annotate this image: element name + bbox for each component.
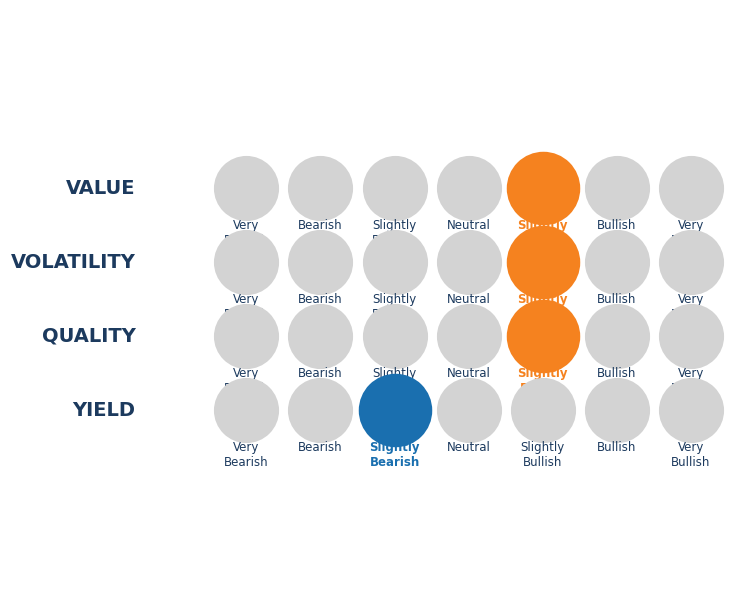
Text: QUALITY: QUALITY	[41, 327, 136, 346]
Point	[241, 183, 253, 193]
Point	[685, 332, 697, 341]
Point	[611, 183, 623, 193]
Point	[241, 258, 253, 267]
Text: Bearish: Bearish	[298, 293, 343, 306]
Point	[685, 405, 697, 415]
Text: Slightly
Bearish: Slightly Bearish	[372, 219, 417, 247]
Text: Slightly
Bullish: Slightly Bullish	[517, 219, 568, 247]
Text: Very
Bearish: Very Bearish	[224, 441, 268, 469]
Point	[611, 332, 623, 341]
Point	[462, 405, 474, 415]
Text: YIELD: YIELD	[72, 401, 136, 420]
Text: Bearish: Bearish	[298, 441, 343, 454]
Point	[611, 405, 623, 415]
Point	[462, 258, 474, 267]
Text: VALUE: VALUE	[66, 178, 136, 197]
Text: Bearish: Bearish	[298, 367, 343, 380]
Text: Slightly
Bearish: Slightly Bearish	[372, 293, 417, 322]
Text: Bullish: Bullish	[597, 441, 636, 454]
Text: Bullish: Bullish	[597, 367, 636, 380]
Text: Very
Bearish: Very Bearish	[224, 219, 268, 247]
Text: Bearish: Bearish	[298, 219, 343, 232]
Text: Very
Bearish: Very Bearish	[224, 367, 268, 395]
Text: Bullish: Bullish	[597, 219, 636, 232]
Point	[537, 183, 549, 193]
Text: Slightly
Bullish: Slightly Bullish	[517, 367, 568, 395]
Point	[685, 183, 697, 193]
Text: Slightly
Bullish: Slightly Bullish	[520, 441, 565, 469]
Point	[241, 332, 253, 341]
Point	[611, 258, 623, 267]
Point	[537, 405, 549, 415]
Point	[314, 258, 326, 267]
Point	[388, 405, 400, 415]
Point	[241, 405, 253, 415]
Point	[314, 405, 326, 415]
Text: VOLATILITY: VOLATILITY	[11, 253, 136, 272]
Point	[462, 183, 474, 193]
Text: Neutral: Neutral	[446, 293, 490, 306]
Text: Slightly
Bearish: Slightly Bearish	[372, 367, 417, 395]
Point	[388, 183, 400, 193]
Text: Neutral: Neutral	[446, 219, 490, 232]
Point	[314, 332, 326, 341]
Point	[388, 258, 400, 267]
Text: Neutral: Neutral	[446, 367, 490, 380]
Point	[537, 332, 549, 341]
Text: Slightly
Bullish: Slightly Bullish	[517, 293, 568, 322]
Point	[685, 258, 697, 267]
Point	[462, 332, 474, 341]
Point	[537, 258, 549, 267]
Text: Very
Bearish: Very Bearish	[224, 293, 268, 322]
Point	[314, 183, 326, 193]
Point	[388, 332, 400, 341]
Text: Very
Bullish: Very Bullish	[671, 219, 710, 247]
Text: Very
Bullish: Very Bullish	[671, 367, 710, 395]
Text: Bullish: Bullish	[597, 293, 636, 306]
Text: Very
Bullish: Very Bullish	[671, 441, 710, 469]
Text: Very
Bullish: Very Bullish	[671, 293, 710, 322]
Text: Slightly
Bearish: Slightly Bearish	[369, 441, 420, 469]
Text: Neutral: Neutral	[446, 441, 490, 454]
